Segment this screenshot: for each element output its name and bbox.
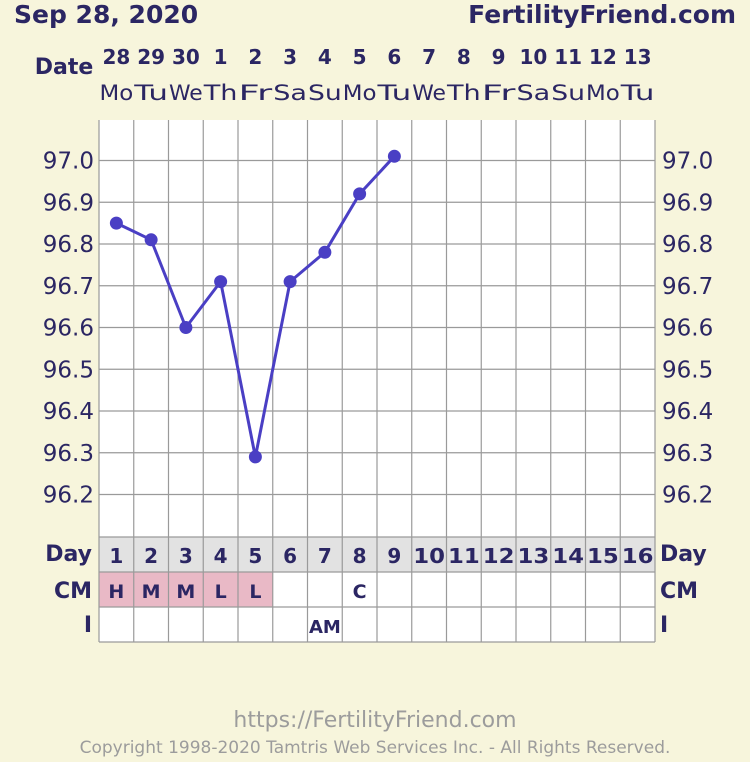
weekday-label: Fr	[239, 81, 273, 105]
weekday-label: Th	[446, 81, 481, 105]
weekday-label: We	[169, 81, 203, 105]
cycle-day-label: 11	[448, 544, 480, 568]
date-label: 12	[589, 45, 617, 69]
y-tick-label-right: 96.5	[662, 357, 713, 383]
cycle-day-label: 3	[179, 544, 193, 568]
weekday-label: Mo	[100, 81, 134, 105]
weekday-label: Sa	[273, 81, 307, 105]
menses-cell	[238, 572, 273, 607]
y-tick-label-right: 96.8	[662, 232, 713, 258]
y-tick-label-left: 96.5	[43, 357, 94, 383]
cycle-day-label: 4	[214, 544, 228, 568]
cycle-day-label: 14	[552, 544, 584, 568]
y-tick-label-left: 96.8	[43, 232, 94, 258]
date-label: 11	[554, 45, 582, 69]
date-label: 29	[137, 45, 165, 69]
weekday-label: Th	[202, 81, 237, 105]
temperature-point	[387, 149, 401, 163]
weekday-label: Tu	[376, 81, 411, 105]
site-name: FertilityFriend.com	[468, 0, 736, 29]
y-tick-label-left: 96.7	[43, 274, 94, 300]
y-tick-label-left: 96.3	[43, 441, 94, 467]
temperature-point	[283, 275, 297, 289]
weekday-label: Tu	[133, 81, 168, 105]
date-label: 13	[624, 45, 652, 69]
cm-row-label-right: CM	[660, 579, 698, 604]
temperature-point	[109, 216, 123, 230]
cycle-day-label: 8	[353, 544, 367, 568]
menses-cell	[168, 572, 204, 607]
y-tick-label-left: 97.0	[43, 149, 94, 175]
weekday-label: Tu	[619, 81, 654, 105]
day-row-label-left: Day	[45, 542, 92, 567]
y-tick-label-right: 97.0	[662, 149, 713, 175]
menses-cell	[133, 572, 169, 607]
intercourse-mark: AM	[309, 617, 341, 638]
weekday-label: We	[412, 81, 446, 105]
temperature-point	[214, 275, 228, 289]
cm-code: M	[142, 581, 161, 603]
weekday-label: Su	[551, 81, 585, 105]
date-label: 6	[387, 45, 401, 69]
y-tick-label-right: 96.3	[662, 441, 713, 467]
footer-copyright: Copyright 1998-2020 Tamtris Web Services…	[79, 738, 671, 758]
menses-cell	[99, 572, 134, 607]
y-tick-label-left: 96.6	[43, 316, 94, 342]
cycle-day-label: 7	[318, 544, 332, 568]
cm-code: C	[353, 581, 367, 603]
cycle-day-label: 1	[109, 544, 123, 568]
y-tick-label-right: 96.6	[662, 316, 713, 342]
footer-url[interactable]: https://FertilityFriend.com	[233, 708, 517, 733]
menses-cell	[203, 572, 238, 607]
temperature-point	[318, 245, 332, 259]
cm-row-label-left: CM	[54, 579, 92, 604]
y-tick-label-right: 96.4	[662, 399, 713, 425]
temperature-point	[144, 233, 158, 247]
date-label: 8	[457, 45, 471, 69]
cm-code: L	[249, 581, 261, 603]
cycle-day-label: 12	[483, 544, 515, 568]
cm-code: L	[215, 581, 227, 603]
date-label: 3	[283, 45, 297, 69]
y-tick-label-right: 96.9	[662, 190, 713, 216]
y-tick-label-right: 96.7	[662, 274, 713, 300]
date-label: 28	[102, 45, 130, 69]
y-tick-label-left: 96.2	[43, 483, 94, 509]
weekday-label: Sa	[517, 81, 551, 105]
date-label: 4	[318, 45, 332, 69]
i-row-label-left: I	[84, 613, 92, 638]
date-label: 30	[172, 45, 200, 69]
cm-code: M	[176, 581, 195, 603]
temperature-point	[248, 450, 262, 464]
temperature-point	[353, 187, 367, 201]
weekday-label: Su	[308, 81, 342, 105]
fertility-chart: 97.0 97.0 96.9 96.9 96.8 96.8 96.7 96.7 96.6 96.6…	[35, 45, 713, 643]
date-label: 5	[353, 45, 367, 69]
i-row-label-right: I	[660, 613, 668, 638]
cycle-day-label: 13	[518, 544, 550, 568]
date-label: 1	[214, 45, 228, 69]
cycle-day-label: 9	[387, 544, 401, 568]
date-label: 2	[248, 45, 262, 69]
y-tick-label-left: 96.9	[43, 190, 94, 216]
cycle-day-label: 15	[587, 544, 619, 568]
cycle-day-label: 16	[622, 544, 654, 568]
weekday-label: Fr	[482, 81, 516, 105]
chart-date: Sep 28, 2020	[14, 0, 199, 29]
y-tick-label-right: 96.2	[662, 483, 713, 509]
temperature-point	[179, 321, 193, 334]
date-row-label: Date	[35, 55, 94, 80]
y-tick-label-left: 96.4	[43, 399, 94, 425]
cycle-day-label: 6	[283, 544, 297, 568]
date-label: 10	[519, 45, 547, 69]
cycle-day-label: 5	[248, 544, 262, 568]
day-row-label-right: Day	[660, 542, 707, 567]
cycle-day-label: 10	[413, 544, 445, 568]
cm-code: H	[108, 581, 124, 603]
date-label: 9	[492, 45, 506, 69]
weekday-label: Mo	[343, 81, 377, 105]
weekday-label: Mo	[586, 81, 620, 105]
cycle-day-label: 2	[144, 544, 158, 568]
date-label: 7	[422, 45, 436, 69]
